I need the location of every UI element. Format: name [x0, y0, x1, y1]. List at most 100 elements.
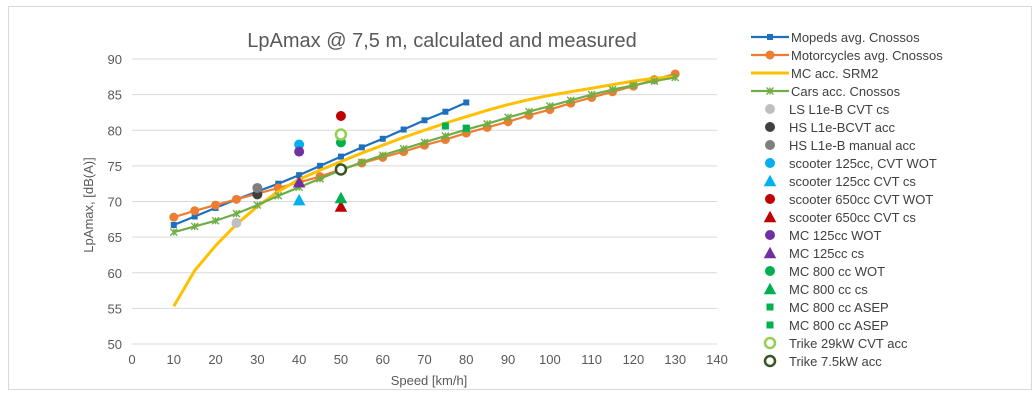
- legend-marker: [766, 303, 774, 311]
- data-point: [170, 222, 177, 229]
- data-point: [441, 122, 449, 130]
- legend-marker: [763, 210, 777, 223]
- series-9: [335, 111, 346, 121]
- series-4: [231, 217, 242, 228]
- legend-item: Cars acc. Cnossos: [751, 84, 901, 99]
- chart-title: LpAmax @ 7,5 m, calculated and measured: [247, 30, 636, 52]
- series-3: [169, 73, 680, 237]
- legend-label: scooter 650cc CVT WOT: [789, 192, 933, 207]
- data-point: [566, 96, 575, 105]
- y-tick-label: 65: [108, 230, 122, 245]
- data-point: [334, 163, 348, 176]
- x-tick-label: 120: [623, 352, 645, 367]
- x-axis-ticks: 0 10 20 30 40 50 60 70 80 90 100 110 120 130 140: [128, 352, 727, 367]
- data-point: [211, 200, 221, 210]
- legend-marker: [763, 174, 777, 187]
- legend-marker: [763, 246, 777, 259]
- data-point: [524, 107, 533, 116]
- y-tick-label: 90: [108, 52, 122, 67]
- legend-label: Mopeds avg. Cnossos: [791, 30, 920, 45]
- legend-item: Trike 29kW CVT acc: [763, 336, 908, 351]
- legend-marker: [763, 282, 777, 295]
- legend-marker: [766, 321, 774, 329]
- series-17: [334, 128, 348, 141]
- x-tick-label: 110: [581, 352, 602, 367]
- data-point: [334, 200, 348, 212]
- series-7: [294, 139, 305, 150]
- data-point: [399, 144, 408, 153]
- y-tick-label: 60: [108, 266, 122, 281]
- data-point: [190, 206, 200, 216]
- legend-item: Trike 7.5kW acc: [763, 354, 882, 369]
- x-tick-label: 100: [539, 352, 561, 367]
- legend-marker: [765, 194, 775, 204]
- legend-item: MC 800 cc ASEP: [766, 318, 889, 333]
- gridlines: [132, 58, 717, 345]
- legend-label: MC 125cc WOT: [789, 228, 882, 243]
- data-point: [316, 174, 325, 183]
- y-axis-ticks: 50 55 60 65 70 75 80 85 90: [108, 52, 122, 352]
- legend-label: HS L1e-BCVT acc: [789, 120, 895, 135]
- legend-item: MC 800 cc ASEP: [766, 300, 889, 315]
- legend-marker: [765, 158, 775, 168]
- data-point: [335, 111, 346, 121]
- x-tick-label: 80: [459, 352, 473, 367]
- series-line: [172, 75, 676, 307]
- legend-marker: [766, 87, 774, 95]
- legend-label: HS L1e-B manual acc: [789, 138, 916, 153]
- legend-label: MC 800 cc cs: [789, 282, 868, 297]
- legend-item: Motorcycles avg. Cnossos: [751, 48, 943, 63]
- data-point: [421, 117, 428, 124]
- series-8: [292, 193, 306, 206]
- data-point: [292, 193, 306, 206]
- data-point: [334, 191, 348, 204]
- legend-item: MC acc. SRM2: [751, 66, 878, 81]
- legend-item: HS L1e-BCVT acc: [765, 120, 895, 135]
- legend-label: Trike 7.5kW acc: [789, 354, 882, 369]
- data-point: [608, 85, 617, 94]
- data-point: [337, 153, 344, 160]
- data-point: [357, 158, 366, 167]
- data-point: [358, 144, 365, 151]
- series-line: [173, 76, 676, 234]
- y-tick-label: 50: [108, 337, 122, 352]
- legend-item: MC 800 cc cs: [763, 282, 868, 297]
- data-point: [379, 135, 386, 142]
- legend-item: MC 125cc WOT: [765, 228, 882, 243]
- legend-item: LS L1e-B CVT cs: [765, 102, 890, 117]
- legend-marker: [765, 104, 775, 114]
- data-point: [292, 176, 306, 188]
- series-layer: [169, 69, 680, 307]
- legend-marker: [763, 354, 777, 368]
- legend-label: MC 800 cc WOT: [789, 264, 885, 279]
- x-tick-label: 140: [706, 352, 728, 367]
- legend-label: Motorcycles avg. Cnossos: [791, 48, 943, 63]
- legend-label: MC 800 cc ASEP: [789, 300, 889, 315]
- series-2: [172, 75, 676, 307]
- x-tick-label: 50: [334, 352, 348, 367]
- x-tick-label: 10: [167, 352, 181, 367]
- chart-frame: LpAmax @ 7,5 m, calculated and measured …: [8, 6, 1032, 390]
- y-tick-label: 75: [108, 159, 122, 174]
- legend-item: scooter 125cc CVT cs: [763, 174, 916, 189]
- legend-label: scooter 125cc, CVT WOT: [789, 156, 937, 171]
- data-point: [629, 81, 638, 90]
- data-point: [190, 222, 199, 231]
- data-point: [420, 138, 429, 147]
- series-16: [462, 124, 470, 132]
- x-tick-label: 0: [128, 352, 135, 367]
- data-point: [296, 172, 303, 179]
- legend-item: scooter 650cc CVT cs: [763, 210, 916, 225]
- y-tick-label: 55: [108, 301, 122, 316]
- x-axis-label: Speed [km/h]: [391, 373, 468, 388]
- data-point: [504, 113, 513, 122]
- legend-marker: [765, 230, 775, 240]
- data-point: [253, 201, 262, 210]
- legend-label: MC acc. SRM2: [791, 66, 878, 81]
- data-point: [545, 102, 554, 111]
- data-point: [252, 182, 263, 193]
- data-point: [378, 151, 387, 160]
- data-point: [211, 216, 220, 225]
- x-tick-label: 30: [250, 352, 264, 367]
- x-tick-label: 90: [501, 352, 515, 367]
